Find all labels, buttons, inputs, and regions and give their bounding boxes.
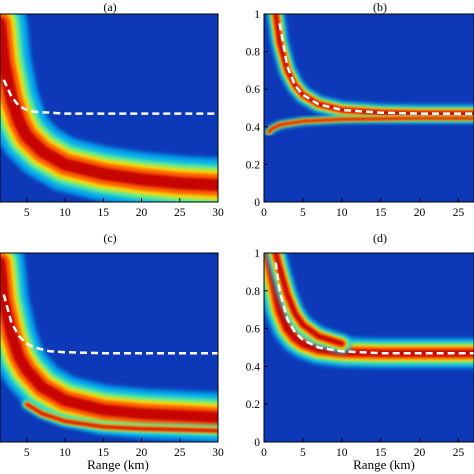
panel-d-band-1-layer-4 — [273, 253, 345, 346]
panel-a-xtick-label: 15 — [98, 207, 110, 219]
panel-a-dashed-curve — [2, 79, 218, 115]
panel-d-ytick-label: 1 — [254, 248, 260, 260]
panel-b-ytick-label: 0 — [254, 197, 260, 209]
panel-a-xtick-label: 30 — [212, 207, 224, 219]
panel-d-xtick-label: 20 — [414, 447, 426, 459]
panel-c-ticks: 5 10 15 20 25 30 — [24, 438, 224, 459]
panel-a-xtick-label: 20 — [136, 207, 148, 219]
panel-d-ytick-label: 0 — [254, 437, 260, 449]
panel-a-xtick-label: 25 — [174, 207, 186, 219]
panel-b-ytick-label: 0.6 — [246, 84, 261, 96]
panel-d-ytick-label: 0.8 — [246, 286, 261, 298]
panel-c-dashed-curve — [2, 294, 218, 355]
panel-d-xlabel: Range (km) — [353, 457, 415, 472]
panel-b-ytick-label: 1 — [254, 9, 260, 21]
panel-c-xtick-label: 25 — [174, 447, 186, 459]
panel-c-xtick-label: 15 — [98, 447, 110, 459]
panel-d-xtick-label: 5 — [300, 447, 306, 459]
panel-a: (a) 5 10 15 20 25 30 — [0, 0, 224, 219]
panel-d-xtick-label: 10 — [336, 447, 348, 459]
panel-d-xtick-label: 25 — [453, 447, 465, 459]
panel-c-label: (c) — [103, 231, 116, 245]
panel-c-bands — [0, 253, 218, 442]
panel-a-ticks: 5 10 15 20 25 30 — [24, 198, 224, 219]
panel-c-xtick-label: 5 — [24, 447, 30, 459]
panel-a-bands — [0, 14, 218, 202]
panel-b: (b) 0 5 10 15 20 25 0 0.2 0.4 0.6 0.8 1 — [246, 0, 474, 219]
panel-d-xtick-label: 15 — [375, 447, 387, 459]
panel-b-xtick-label: 10 — [336, 207, 348, 219]
panel-a-xtick-label: 5 — [24, 207, 30, 219]
panel-c: (c) 5 10 15 20 25 30 Range (km) — [0, 231, 224, 472]
panel-b-xtick-label: 5 — [300, 207, 306, 219]
panel-a-band-0-layer-4 — [0, 17, 218, 192]
panel-b-dashed-curve — [278, 23, 474, 115]
panel-b-ticks: 0 5 10 15 20 25 0 0.2 0.4 0.6 0.8 1 — [246, 9, 465, 219]
panel-b-frame — [263, 13, 474, 203]
panel-c-frame — [0, 252, 219, 443]
panel-b-ytick-label: 0.4 — [246, 122, 261, 134]
panel-b-xtick-label: 15 — [375, 207, 387, 219]
panel-a-label: (a) — [103, 0, 116, 14]
panel-d-dashed-curve — [274, 262, 474, 355]
panel-d-label: (d) — [373, 231, 387, 245]
panel-c-xtick-label: 30 — [212, 447, 224, 459]
panel-d-frame — [263, 252, 474, 443]
panel-a-frame — [0, 13, 219, 203]
panel-b-xtick-label: 25 — [453, 207, 465, 219]
panel-d-ytick-label: 0.6 — [246, 324, 261, 336]
panel-a-xtick-label: 10 — [59, 207, 71, 219]
panel-d: (d) 0 5 10 15 20 25 0 0.2 0.4 0.6 0.8 1 Range (km) — [246, 231, 474, 472]
panel-c-band-1-layer-4 — [25, 403, 218, 432]
panel-b-ytick-label: 0.8 — [246, 47, 261, 59]
panel-c-band-0-layer-4 — [0, 256, 218, 424]
panel-b-xtick-label: 0 — [261, 207, 267, 219]
panel-b-ytick-label: 0.2 — [246, 159, 261, 171]
panel-b-label: (b) — [373, 0, 387, 14]
panel-d-ticks: 0 5 10 15 20 25 0 0.2 0.4 0.6 0.8 1 — [246, 248, 465, 459]
panel-b-xtick-label: 20 — [414, 207, 426, 219]
panel-b-band-1-layer-4 — [267, 117, 474, 134]
panel-d-ytick-label: 0.4 — [246, 361, 261, 373]
panel-d-ytick-label: 0.2 — [246, 399, 261, 411]
panel-c-xlabel: Range (km) — [87, 457, 149, 472]
panel-c-xtick-label: 10 — [59, 447, 71, 459]
panel-d-xtick-label: 0 — [261, 447, 267, 459]
panel-c-xtick-label: 20 — [136, 447, 148, 459]
